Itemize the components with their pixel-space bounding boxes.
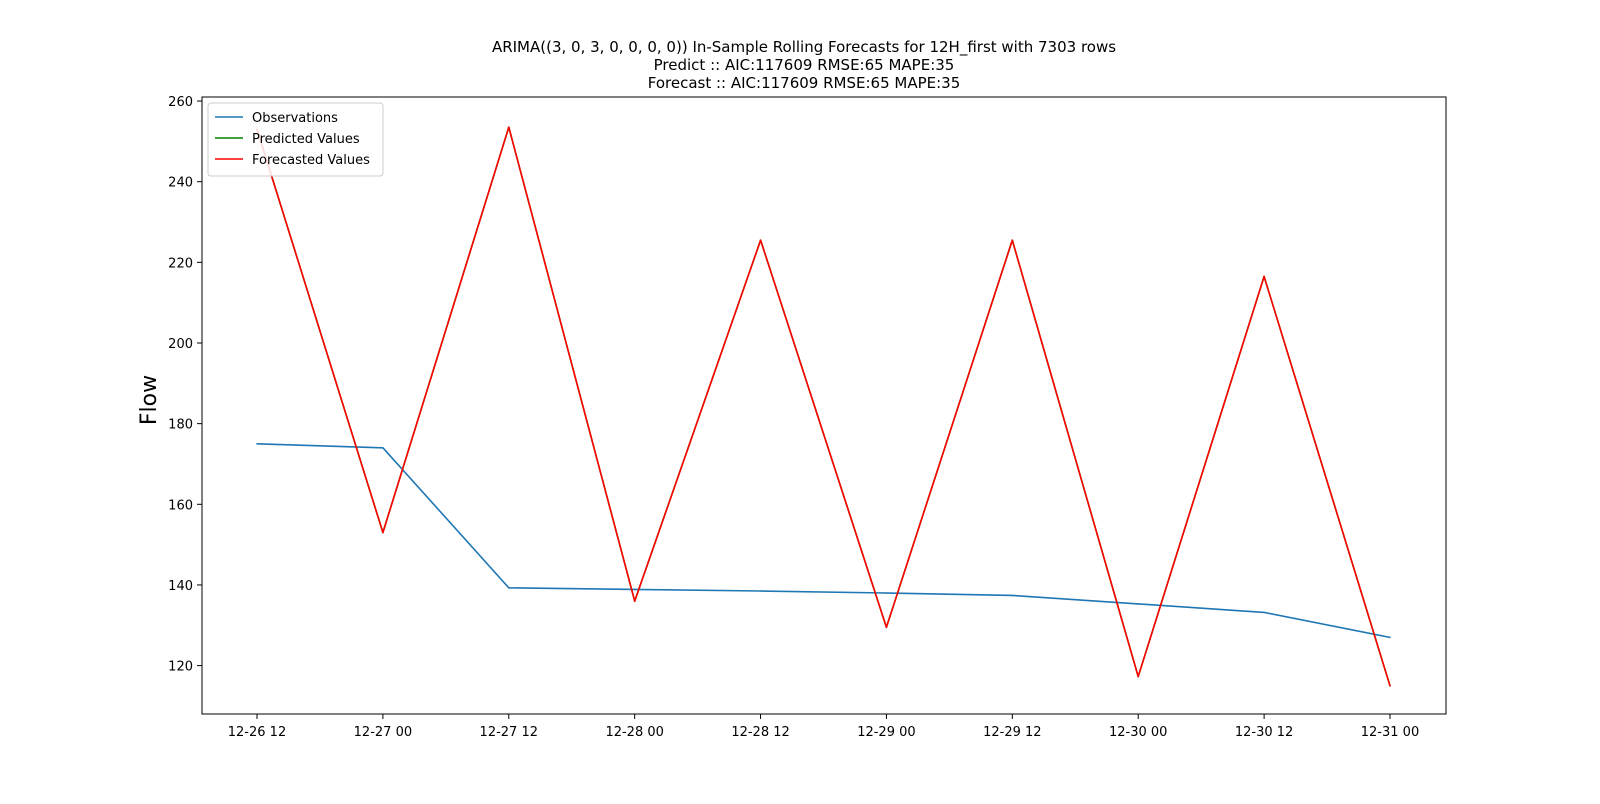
y-tick-label: 140	[168, 579, 193, 594]
legend-label: Predicted Values	[252, 132, 360, 147]
data-point-forecasted-values	[382, 531, 384, 534]
legend-label: Observations	[252, 111, 338, 126]
legend-box	[207, 102, 384, 177]
data-point-observations	[1137, 603, 1140, 605]
legend: Observations Predicted Values Forecasted V…	[207, 102, 384, 177]
x-tick-label: 12-28 00	[605, 725, 663, 740]
data-point-forecasted-values	[1137, 675, 1140, 678]
y-tick-label: 120	[168, 660, 193, 675]
x-tick-label: 12-28 12	[731, 725, 789, 740]
data-point-forecasted-values	[885, 626, 888, 629]
y-tick-label: 260	[168, 95, 193, 110]
y-tick-label: 180	[168, 418, 193, 433]
data-point-observations	[885, 592, 888, 594]
data-point-forecasted-values	[1389, 684, 1391, 687]
chart-title: ARIMA((3, 0, 3, 0, 0, 0, 0)) In-Sample R…	[492, 38, 1116, 92]
x-tick-label: 12-26 12	[228, 725, 286, 740]
data-point-observations	[759, 590, 762, 592]
data-point-observations	[507, 586, 510, 589]
data-point-observations	[1011, 594, 1014, 597]
y-axis-label: Flow	[137, 375, 162, 425]
x-tick-label: 12-29 12	[983, 725, 1041, 740]
data-point-forecasted-values	[1263, 275, 1265, 278]
x-tick-label: 12-30 00	[1109, 725, 1167, 740]
data-point-observations	[1263, 611, 1265, 614]
series-line-forecasted-values	[256, 126, 1391, 687]
data-point-observations	[633, 588, 636, 591]
series-line-observations	[256, 443, 1391, 639]
data-point-forecasted-values	[759, 239, 762, 241]
data-point-observations	[382, 447, 384, 449]
data-point-forecasted-values	[1011, 239, 1014, 241]
x-tick-label: 12-27 12	[480, 725, 538, 740]
x-tick-label: 12-27 00	[354, 725, 412, 740]
legend-label: Forecasted Values	[252, 153, 370, 168]
chart-title-line-1: ARIMA((3, 0, 3, 0, 0, 0, 0)) In-Sample R…	[492, 38, 1116, 57]
plot-frame	[201, 96, 1447, 715]
y-tick-label: 240	[168, 176, 193, 191]
y-tick-label: 220	[168, 256, 193, 271]
data-point-forecasted-values	[507, 126, 510, 129]
data-point-forecasted-values	[633, 600, 636, 602]
data-point-observations	[1389, 636, 1391, 639]
series-line-predicted-values	[256, 126, 1391, 687]
x-tick-label: 12-31 00	[1361, 725, 1419, 740]
x-tick-label: 12-29 00	[857, 725, 915, 740]
plot-area: 12-26 12 12-27 00 12-27 12 12-28 00 12-28 12…	[168, 95, 1447, 740]
y-tick-label: 160	[168, 498, 193, 513]
x-tick-label: 12-30 12	[1235, 725, 1293, 740]
chart-title-line-2: Predict :: AIC:117609 RMSE:65 MAPE:35	[654, 56, 955, 74]
data-point-observations	[256, 443, 258, 445]
y-tick-label: 200	[168, 337, 193, 352]
chart-title-line-3: Forecast :: AIC:117609 RMSE:65 MAPE:35	[648, 74, 961, 92]
